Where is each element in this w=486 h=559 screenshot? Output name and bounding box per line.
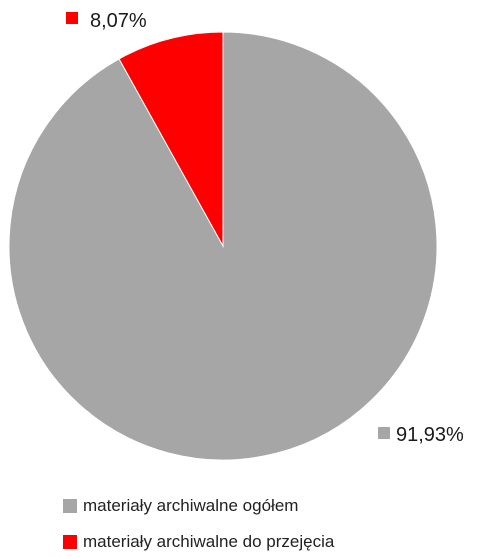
legend-marker-2: [63, 535, 77, 549]
legend-entry-1: materiały archiwalne ogółem: [83, 496, 298, 515]
data-label-marker-2: [66, 12, 78, 24]
data-label-1: 91,93%: [396, 424, 464, 446]
data-label-marker-1: [378, 427, 390, 439]
legend-entry-2: materiały archiwalne do przejęcia: [83, 532, 335, 551]
legend: materiały archiwalne ogółem materiały arc…: [63, 496, 335, 551]
data-labels: 91,93% 8,07%: [66, 10, 464, 446]
data-label-2: 8,07%: [90, 10, 147, 32]
pie-slice-1: [8, 31, 438, 461]
pie-slices: [8, 31, 438, 461]
pie-slice-2: [118, 31, 224, 248]
legend-marker-1: [63, 499, 77, 513]
